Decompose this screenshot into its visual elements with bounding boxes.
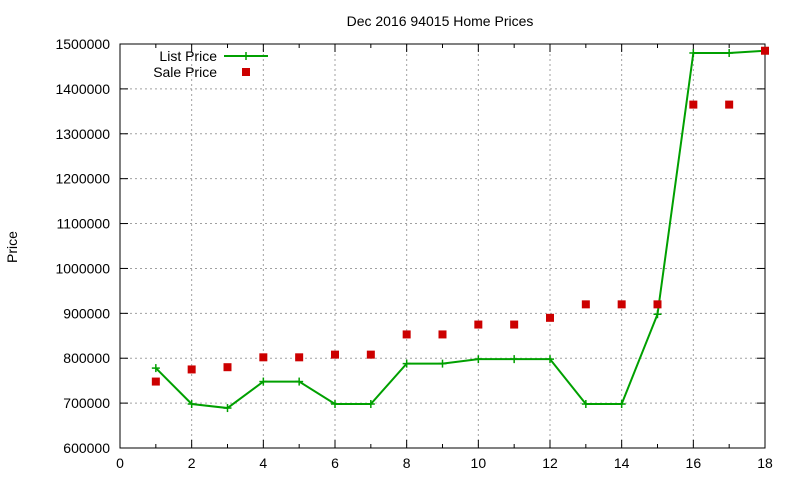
y-tick-label: 1000000 [55,260,110,276]
legend-label: Sale Price [153,64,217,80]
sale-price-point [510,320,519,329]
sale-price-point [223,363,232,372]
list-price-point [187,400,196,409]
list-price-point [581,400,590,409]
legend-plus-sample [242,52,250,60]
y-axis-label: Price [4,231,20,263]
y-tick-label: 1200000 [55,171,110,187]
sale-price-point [187,365,196,374]
sale-price-point [581,300,590,309]
list-price-point [295,377,304,386]
list-price-point [259,377,268,386]
list-price-point [510,355,519,364]
x-tick-label: 4 [259,455,267,471]
list-price-line [155,49,766,410]
grid [120,44,765,448]
sale-price-point [366,350,375,359]
x-tick-label: 6 [331,455,339,471]
sale-price-point [151,377,160,386]
y-tick-label: 1400000 [55,81,110,97]
x-tick-label: 12 [542,455,558,471]
sale-price-point [474,320,483,329]
axis-ticks: 600000 700000 800000 900000 1000000 1100000 12… [55,36,773,471]
sale-price-point [259,353,268,362]
y-tick-label: 1100000 [57,216,111,232]
plot-frame [119,43,766,449]
list-price-point [402,359,411,368]
x-tick-label: 2 [188,455,196,471]
y-tick-label: 900000 [63,305,110,321]
y-tick-label: 1300000 [55,126,110,142]
sale-price-point [689,100,698,109]
sale-price-point [617,300,626,309]
sale-price-point [653,300,662,309]
sale-price-point [761,46,769,55]
list-price-point [223,404,232,413]
y-tick-label: 600000 [63,440,110,456]
list-price-point [151,364,160,373]
list-price-point [653,310,662,319]
series [151,46,769,413]
list-price-point [617,400,626,409]
series-sale-price [151,46,769,386]
legend-label: List Price [159,48,217,64]
legend-square-sample [242,68,250,76]
y-tick-label: 1500000 [55,36,110,52]
x-tick-label: 16 [686,455,702,471]
y-tick-label: 800000 [63,350,110,366]
chart-title: Dec 2016 94015 Home Prices [347,13,534,29]
x-tick-label: 8 [403,455,411,471]
list-price-point [331,400,339,409]
list-price-point [725,48,734,57]
sale-price-point [402,330,411,339]
sale-price-point [295,353,304,362]
sale-price-point [725,100,734,109]
list-price-point [366,400,375,409]
list-price-point [689,48,698,57]
list-price-point [546,355,554,364]
x-tick-label: 14 [614,455,630,471]
series-list-price [151,46,769,413]
x-tick-label: 0 [116,455,124,471]
sale-price-point [546,313,554,322]
sale-price-point [331,350,339,359]
x-tick-label: 18 [757,455,773,471]
list-price-point [474,355,483,364]
x-tick-label: 10 [471,455,487,471]
sale-price-point [438,330,447,339]
list-price-point [438,359,447,368]
y-tick-label: 700000 [63,395,110,411]
